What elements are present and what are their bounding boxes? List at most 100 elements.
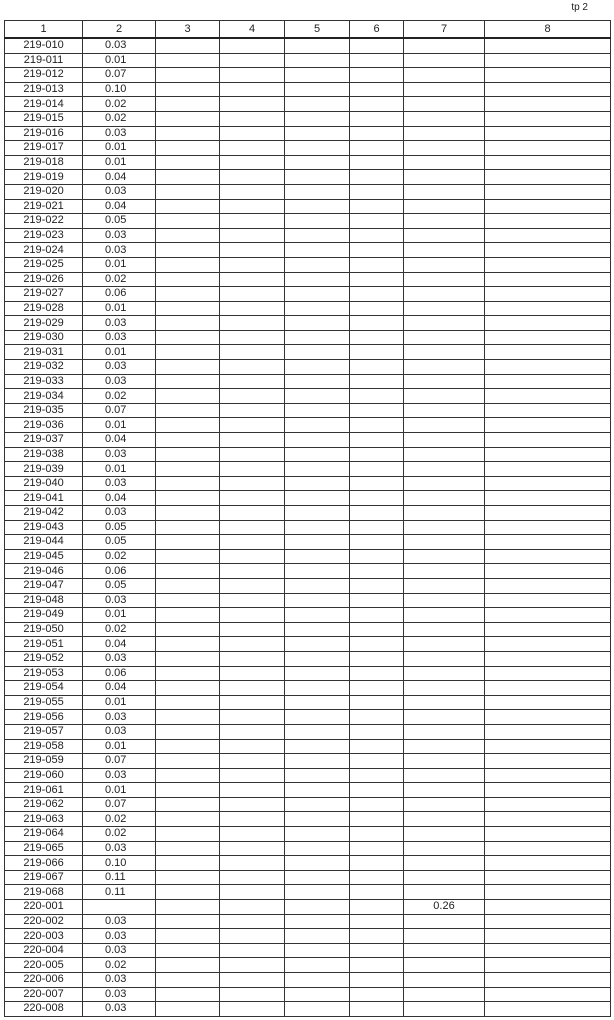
table-cell: 219-010 [4, 37, 83, 54]
table-cell [403, 972, 485, 988]
table-cell: 0.10 [82, 855, 156, 871]
table-cell [349, 505, 404, 521]
table-cell [284, 81, 350, 98]
table-cell: 219-014 [4, 96, 83, 112]
table-cell [155, 796, 220, 813]
table-cell [484, 329, 611, 346]
table-cell [349, 928, 404, 944]
table-cell [284, 388, 350, 404]
table-cell: 219-067 [4, 869, 83, 886]
table-cell [349, 913, 404, 930]
table-cell [284, 52, 350, 69]
table-cell: 219-060 [4, 767, 83, 784]
table-cell: 219-055 [4, 694, 83, 711]
table-cell [484, 154, 611, 171]
table-cell [484, 505, 611, 521]
table-cell: 0.04 [82, 636, 156, 652]
table-cell [155, 767, 220, 784]
table-cell [403, 665, 485, 682]
table-row: 220-004 0.03 [4, 942, 611, 959]
table-cell [403, 329, 485, 346]
table-cell [484, 986, 611, 1003]
table-cell [219, 972, 285, 988]
table-cell [284, 519, 350, 536]
table-cell [219, 300, 285, 317]
table-cell [155, 972, 220, 988]
table-row: 220-006 0.03 [4, 972, 611, 988]
table-cell [484, 110, 611, 127]
table-cell: 0.01 [82, 738, 156, 755]
table-cell [349, 81, 404, 98]
table-cell [349, 723, 404, 740]
table-cell: 0.11 [82, 884, 156, 901]
table-row: 219-053 0.06 [4, 665, 611, 682]
table-cell [349, 52, 404, 69]
table-cell [155, 227, 220, 244]
table-row: 219-059 0.07 [4, 753, 611, 769]
table-cell [284, 446, 350, 463]
table-cell [155, 1001, 220, 1017]
table-cell [155, 271, 220, 288]
table-row: 219-030 0.03 [4, 329, 611, 346]
table-cell [403, 753, 485, 769]
table-cell: 219-034 [4, 388, 83, 404]
table-cell [349, 475, 404, 492]
table-cell [403, 96, 485, 112]
table-cell [219, 432, 285, 448]
table-cell: 219-056 [4, 709, 83, 725]
table-cell [349, 650, 404, 667]
table-cell [349, 884, 404, 901]
table-cell [484, 928, 611, 944]
table-row: 219-066 0.10 [4, 855, 611, 871]
table-row: 219-016 0.03 [4, 125, 611, 142]
table-cell [284, 928, 350, 944]
table-cell [484, 67, 611, 83]
table-cell [155, 183, 220, 200]
table-cell: 219-011 [4, 52, 83, 69]
table-cell: 0.02 [82, 110, 156, 127]
table-row: 219-035 0.07 [4, 402, 611, 419]
table-cell [284, 694, 350, 711]
table-cell [349, 110, 404, 127]
table-cell: 0.04 [82, 169, 156, 185]
table-cell [349, 753, 404, 769]
table-row: 219-034 0.02 [4, 388, 611, 404]
table-cell [155, 329, 220, 346]
table-cell [349, 125, 404, 142]
table-cell [484, 548, 611, 565]
table-cell [284, 271, 350, 288]
table-cell [219, 680, 285, 696]
table-cell [484, 884, 611, 901]
table-cell: 0.11 [82, 869, 156, 886]
table-cell: 0.03 [82, 592, 156, 609]
table-cell [219, 607, 285, 623]
table-cell [484, 826, 611, 842]
table-row: 219-032 0.03 [4, 359, 611, 375]
table-cell [284, 1001, 350, 1017]
table-cell [349, 607, 404, 623]
table-cell [284, 315, 350, 331]
table-cell [403, 446, 485, 463]
table-cell: 0.07 [82, 67, 156, 83]
table-cell [484, 140, 611, 156]
table-cell [219, 505, 285, 521]
table-cell: 0.01 [82, 461, 156, 477]
table-cell: 219-019 [4, 169, 83, 185]
table-cell [284, 169, 350, 185]
table-cell: 219-028 [4, 300, 83, 317]
table-cell [284, 417, 350, 434]
table-cell: 0.06 [82, 563, 156, 579]
table-cell [155, 577, 220, 594]
table-cell [155, 300, 220, 317]
table-cell: 0.06 [82, 286, 156, 302]
table-cell [349, 402, 404, 419]
table-cell: 0.03 [82, 942, 156, 959]
table-cell [284, 782, 350, 798]
table-cell [403, 315, 485, 331]
table-cell: 0.01 [82, 140, 156, 156]
table-cell [484, 227, 611, 244]
table-cell: 0.03 [82, 242, 156, 258]
table-cell [284, 826, 350, 842]
table-cell: 0.01 [82, 782, 156, 798]
table-cell [284, 548, 350, 565]
